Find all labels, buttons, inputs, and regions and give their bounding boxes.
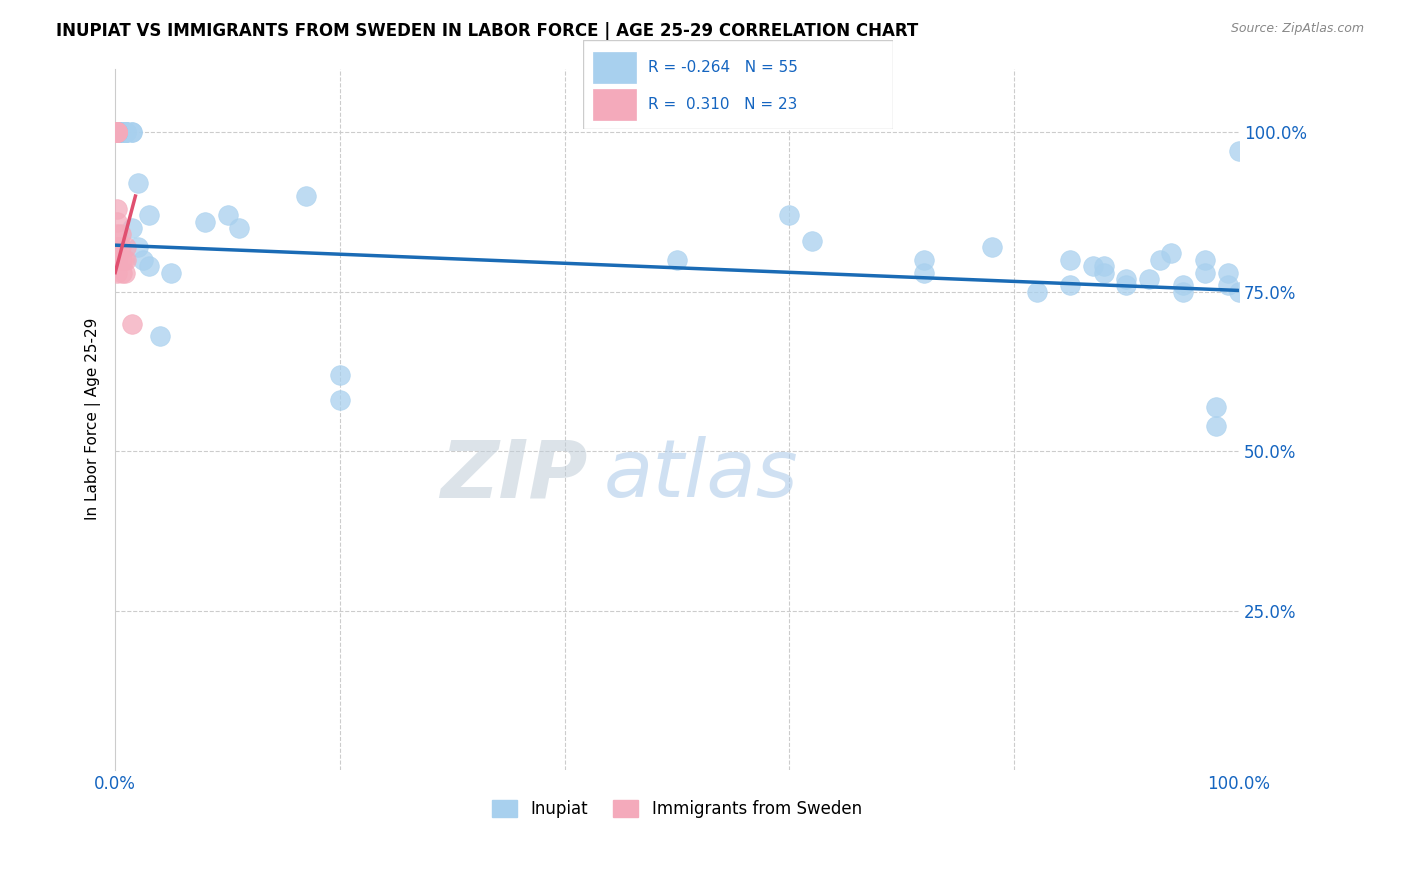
Text: R =  0.310   N = 23: R = 0.310 N = 23 bbox=[648, 97, 797, 112]
Point bbox=[110, 125, 132, 139]
Point bbox=[110, 125, 132, 139]
Point bbox=[115, 252, 138, 267]
FancyBboxPatch shape bbox=[593, 52, 636, 83]
Point bbox=[1092, 259, 1115, 273]
Point bbox=[132, 252, 155, 267]
Point bbox=[149, 329, 172, 343]
Text: INUPIAT VS IMMIGRANTS FROM SWEDEN IN LABOR FORCE | AGE 25-29 CORRELATION CHART: INUPIAT VS IMMIGRANTS FROM SWEDEN IN LAB… bbox=[56, 22, 918, 40]
Point bbox=[1059, 252, 1081, 267]
Point bbox=[1081, 259, 1104, 273]
Point bbox=[329, 393, 352, 408]
Point bbox=[1137, 272, 1160, 286]
Point bbox=[1059, 278, 1081, 293]
Point bbox=[107, 125, 129, 139]
Text: R = -0.264   N = 55: R = -0.264 N = 55 bbox=[648, 60, 799, 75]
Point bbox=[912, 266, 935, 280]
Point bbox=[1194, 252, 1216, 267]
Point bbox=[127, 177, 149, 191]
Point bbox=[1092, 266, 1115, 280]
Point bbox=[111, 252, 134, 267]
Text: Source: ZipAtlas.com: Source: ZipAtlas.com bbox=[1230, 22, 1364, 36]
Legend: Inupiat, Immigrants from Sweden: Inupiat, Immigrants from Sweden bbox=[485, 793, 869, 825]
Point bbox=[107, 214, 129, 228]
Point bbox=[1205, 418, 1227, 433]
Point bbox=[115, 240, 138, 254]
Point bbox=[110, 125, 132, 139]
FancyBboxPatch shape bbox=[593, 89, 636, 120]
Point bbox=[107, 125, 129, 139]
Point bbox=[107, 125, 129, 139]
Point bbox=[115, 125, 138, 139]
Point bbox=[228, 221, 250, 235]
Point bbox=[1216, 278, 1239, 293]
Point bbox=[1115, 278, 1137, 293]
Point bbox=[107, 202, 129, 216]
Point bbox=[1227, 285, 1250, 299]
Point bbox=[115, 125, 138, 139]
Point bbox=[110, 125, 132, 139]
Point bbox=[138, 208, 160, 222]
Point bbox=[1205, 400, 1227, 414]
Point bbox=[107, 125, 129, 139]
Point bbox=[665, 252, 688, 267]
Point bbox=[1115, 272, 1137, 286]
Point bbox=[217, 208, 239, 222]
Y-axis label: In Labor Force | Age 25-29: In Labor Force | Age 25-29 bbox=[86, 318, 101, 520]
Point bbox=[1149, 252, 1171, 267]
Point bbox=[1171, 278, 1194, 293]
Point bbox=[1171, 285, 1194, 299]
Point bbox=[107, 125, 129, 139]
Point bbox=[1216, 266, 1239, 280]
Point bbox=[107, 125, 129, 139]
Point bbox=[107, 125, 129, 139]
Point bbox=[127, 240, 149, 254]
Point bbox=[194, 214, 217, 228]
FancyBboxPatch shape bbox=[583, 40, 893, 129]
Point bbox=[107, 252, 129, 267]
Text: atlas: atlas bbox=[605, 436, 799, 515]
Point bbox=[110, 125, 132, 139]
Point bbox=[295, 189, 318, 203]
Point bbox=[121, 317, 143, 331]
Point bbox=[115, 125, 138, 139]
Point bbox=[115, 125, 138, 139]
Point bbox=[121, 125, 143, 139]
Point bbox=[111, 266, 134, 280]
Point bbox=[107, 240, 129, 254]
Point bbox=[107, 266, 129, 280]
Point bbox=[110, 125, 132, 139]
Point bbox=[160, 266, 183, 280]
Point bbox=[1160, 246, 1182, 260]
Point bbox=[112, 252, 135, 267]
Point bbox=[110, 240, 132, 254]
Point bbox=[329, 368, 352, 382]
Point bbox=[1025, 285, 1047, 299]
Text: ZIP: ZIP bbox=[440, 436, 588, 515]
Point bbox=[110, 227, 132, 242]
Point bbox=[138, 259, 160, 273]
Point bbox=[912, 252, 935, 267]
Point bbox=[107, 125, 129, 139]
Point bbox=[115, 125, 138, 139]
Point bbox=[107, 227, 129, 242]
Point bbox=[121, 125, 143, 139]
Point bbox=[1194, 266, 1216, 280]
Point bbox=[800, 234, 823, 248]
Point bbox=[121, 221, 143, 235]
Point bbox=[980, 240, 1002, 254]
Point bbox=[778, 208, 800, 222]
Point bbox=[114, 266, 136, 280]
Point bbox=[110, 125, 132, 139]
Point bbox=[1227, 145, 1250, 159]
